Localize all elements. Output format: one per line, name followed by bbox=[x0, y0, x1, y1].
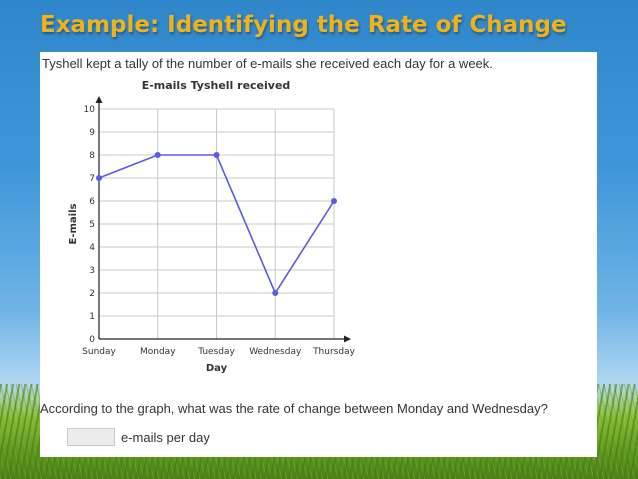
y-tick-label: 2 bbox=[89, 289, 95, 299]
y-tick-label: 1 bbox=[89, 312, 95, 322]
chart-axes bbox=[95, 96, 351, 343]
problem-intro: Tyshell kept a tally of the number of e-… bbox=[42, 56, 493, 71]
chart-series bbox=[96, 152, 337, 296]
answer-unit-label: e-mails per day bbox=[121, 430, 210, 445]
y-tick-label: 4 bbox=[89, 243, 95, 253]
y-axis-title: E-mails bbox=[68, 203, 79, 244]
y-tick-label: 0 bbox=[89, 335, 95, 345]
y-tick-label: 5 bbox=[89, 220, 95, 230]
problem-panel: Tyshell kept a tally of the number of e-… bbox=[40, 52, 597, 457]
y-tick-labels: 0 1 2 3 4 5 6 7 8 9 10 bbox=[84, 105, 96, 345]
data-point bbox=[213, 152, 220, 158]
y-tick-label: 8 bbox=[89, 151, 95, 161]
data-point bbox=[331, 198, 337, 204]
problem-question: According to the graph, what was the rat… bbox=[40, 401, 548, 416]
y-tick-label: 9 bbox=[89, 128, 95, 138]
y-tick-label: 7 bbox=[89, 174, 95, 184]
emails-line-chart: E-mails Tyshell received 0 1 2 3 4 5 6 7 8 9 10 Su… bbox=[68, 79, 356, 374]
x-tick-label: Monday bbox=[140, 347, 176, 357]
slide-title: Example: Identifying the Rate of Change bbox=[40, 12, 567, 38]
x-tick-label: Tuesday bbox=[197, 347, 235, 357]
chart-title: E-mails Tyshell received bbox=[142, 79, 291, 92]
x-axis-arrow bbox=[344, 335, 351, 343]
data-point bbox=[272, 290, 279, 296]
x-tick-label: Sunday bbox=[82, 347, 116, 357]
answer-input[interactable] bbox=[67, 428, 115, 446]
chart-grid bbox=[99, 108, 335, 339]
y-axis-arrow bbox=[95, 96, 103, 103]
data-point bbox=[96, 175, 102, 181]
y-tick-label: 10 bbox=[84, 105, 96, 115]
data-point bbox=[154, 152, 161, 158]
x-tick-label: Thursday bbox=[312, 347, 356, 357]
y-tick-label: 6 bbox=[89, 197, 95, 207]
x-tick-label: Wednesday bbox=[249, 347, 302, 357]
x-tick-labels: Sunday Monday Tuesday Wednesday Thursday bbox=[82, 347, 355, 357]
x-axis-title: Day bbox=[206, 363, 228, 374]
y-tick-label: 3 bbox=[89, 266, 95, 276]
